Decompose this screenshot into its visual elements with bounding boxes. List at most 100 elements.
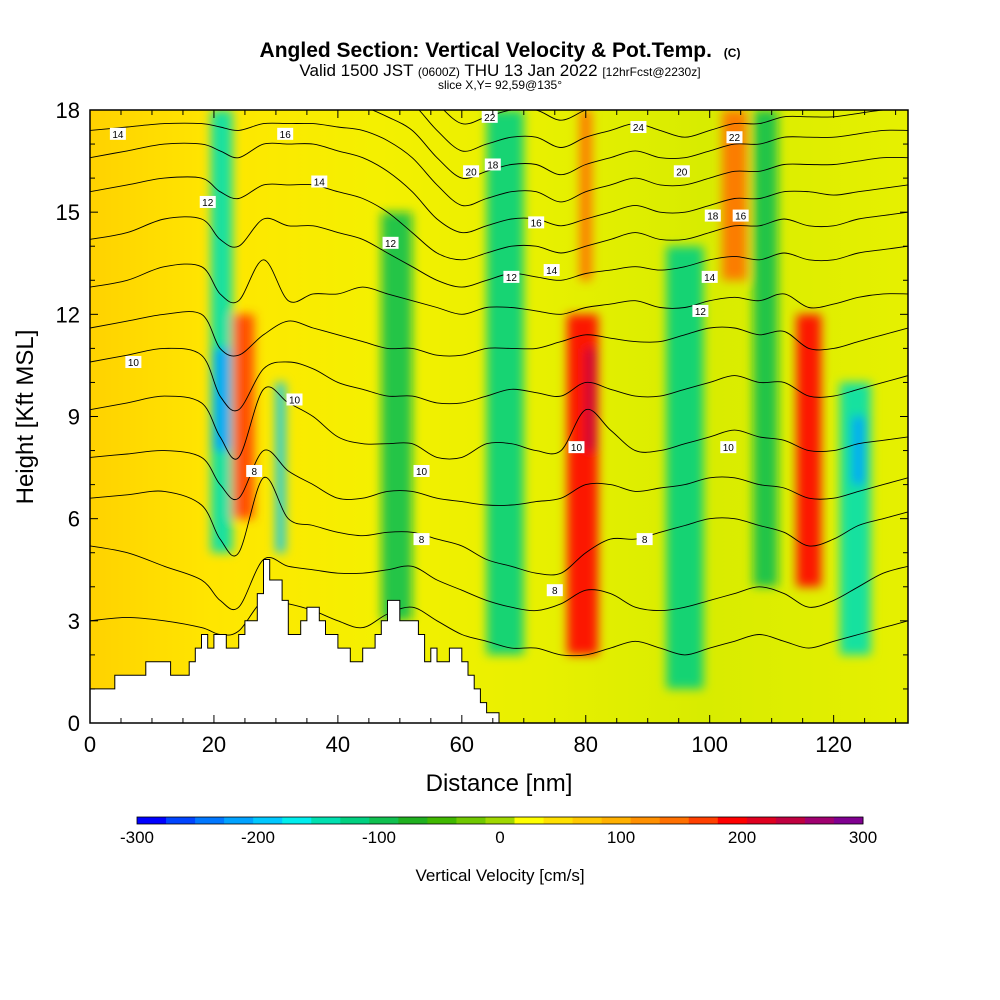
contour-label: 8 xyxy=(546,584,563,597)
contour-label: 12 xyxy=(503,270,520,284)
contour-label: 10 xyxy=(568,441,585,454)
contour-label-bg xyxy=(528,216,545,229)
contour-label: 22 xyxy=(726,131,743,144)
contour-label: 14 xyxy=(311,175,328,189)
forecast-info: [12hrFcst@2230z] xyxy=(602,65,700,79)
colorbar-swatch xyxy=(717,817,748,824)
contour-label: 12 xyxy=(199,195,216,209)
velocity-cell xyxy=(852,416,865,485)
velocity-cell xyxy=(585,348,596,451)
contour-label-bg xyxy=(286,393,303,406)
contour-label: 10 xyxy=(720,441,737,454)
contour-line xyxy=(90,311,908,357)
y-axis: 0 3 6 9 12 15 18 xyxy=(56,98,908,736)
contour-line xyxy=(90,545,908,612)
contour-label-text: 10 xyxy=(289,395,301,406)
contour-label-bg xyxy=(277,127,294,140)
contour-label-text: 10 xyxy=(416,467,428,478)
contour-label: 10 xyxy=(125,356,142,369)
contour-label-text: 10 xyxy=(723,443,735,454)
colorbar-swatch xyxy=(398,817,428,824)
colorbar-swatch xyxy=(572,817,603,824)
y-tick-label: 3 xyxy=(68,609,80,634)
x-tick-label: 40 xyxy=(326,732,350,757)
contour-label-text: 14 xyxy=(314,178,326,189)
contour-label-bg xyxy=(726,131,743,144)
contour-line xyxy=(90,347,908,412)
colorbar-tick-label: 300 xyxy=(849,828,877,847)
contour-label-text: 10 xyxy=(128,358,140,369)
contour-label: 10 xyxy=(413,464,430,478)
contour-label-text: 12 xyxy=(385,239,397,250)
x-tick-label: 60 xyxy=(450,732,474,757)
contour-label-text: 12 xyxy=(506,273,518,284)
colorbar-swatch xyxy=(224,817,254,824)
x-tick-label: 0 xyxy=(84,732,96,757)
velocity-cell xyxy=(579,110,592,281)
y-tick-label: 15 xyxy=(56,200,80,225)
contour-label-bg xyxy=(484,158,501,171)
contour-label-text: 10 xyxy=(571,443,583,454)
x-axis: 0 20 40 60 80 100 120 xyxy=(84,110,897,757)
contour-label: 20 xyxy=(673,165,690,178)
contour-label-text: 18 xyxy=(707,212,719,223)
contour-line xyxy=(90,122,908,207)
contour-line xyxy=(90,386,908,460)
colorbar-tick-label: -200 xyxy=(241,828,275,847)
colorbar-swatch xyxy=(659,817,690,824)
contour-label: 16 xyxy=(277,127,294,141)
contour-label-bg xyxy=(732,209,749,222)
contour-label-bg xyxy=(704,209,721,222)
contour-label-bg xyxy=(701,270,718,283)
y-axis-label: Height [Kft MSL] xyxy=(12,330,39,505)
colorbar-swatch xyxy=(137,817,167,824)
contour-label: 22 xyxy=(481,110,498,124)
colorbar-swatch xyxy=(456,817,486,824)
contour-label: 18 xyxy=(704,209,721,223)
contour-label-bg xyxy=(630,121,647,134)
y-tick-label: 0 xyxy=(68,711,80,736)
contour-line xyxy=(90,176,908,261)
colorbar-tick-label: 200 xyxy=(728,828,756,847)
contour-label-bg xyxy=(543,264,560,277)
contour-label-bg xyxy=(463,165,480,178)
colorbar-swatch xyxy=(485,817,516,824)
colorbar-swatch xyxy=(311,817,341,824)
contour-label-bg xyxy=(692,304,709,317)
contour-label-bg xyxy=(481,110,498,123)
terrain xyxy=(90,559,908,723)
contour-label-bg xyxy=(311,175,328,188)
contour-label-bg xyxy=(109,127,126,140)
velocity-cell xyxy=(486,110,524,655)
contour-label: 14 xyxy=(543,264,560,277)
contour-label: 18 xyxy=(484,158,501,171)
pot-temp-contours xyxy=(90,110,908,657)
contour-label-bg xyxy=(125,356,142,369)
contour-label-text: 16 xyxy=(280,130,292,141)
contour-label: 8 xyxy=(413,533,430,546)
y-tick-label: 9 xyxy=(68,405,80,430)
contour-label-text: 20 xyxy=(466,167,478,178)
contour-label-text: 12 xyxy=(202,198,214,209)
contour-line xyxy=(90,449,908,506)
plot-area: 14 16 12 14 22 20 18 24 22 20 18 16 16 14 12 12 14 12 10 10… xyxy=(90,110,908,723)
contour-label: 16 xyxy=(732,209,749,223)
contour-label-text: 16 xyxy=(531,218,543,229)
contour-label: 12 xyxy=(382,236,399,250)
velocity-cell xyxy=(666,246,704,689)
contour-line xyxy=(90,477,908,576)
contour-labels: 14 16 12 14 22 20 18 24 22 20 18 16 16 14 12 12 14 12 10 10… xyxy=(109,110,749,597)
x-axis-label: Distance [nm] xyxy=(426,770,573,797)
contour-label: 8 xyxy=(246,464,263,478)
contour-label-bg xyxy=(199,195,216,208)
x-tick-label: 20 xyxy=(202,732,226,757)
x-tick-label: 120 xyxy=(815,732,852,757)
contour-label-text: 16 xyxy=(735,212,747,223)
colorbar-tick-label: -300 xyxy=(120,828,154,847)
colorbar-swatch xyxy=(833,817,864,824)
colorbar-swatch xyxy=(166,817,196,824)
contour-label-text: 14 xyxy=(704,273,716,284)
contour-label-text: 8 xyxy=(552,586,558,597)
contour-label-text: 18 xyxy=(487,160,499,171)
